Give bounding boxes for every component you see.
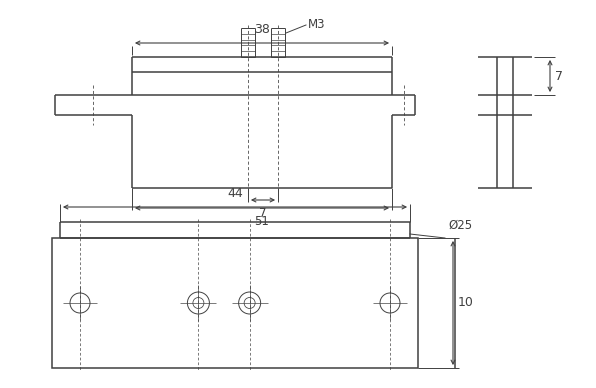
Bar	[52, 238, 418, 368]
Text: 7: 7	[259, 207, 267, 220]
Text: 51: 51	[254, 215, 269, 228]
Text: Ø25: Ø25	[448, 219, 472, 232]
Text: M3: M3	[308, 19, 325, 31]
Text: 10: 10	[458, 296, 474, 310]
Text: 38: 38	[254, 23, 270, 36]
Text: 7: 7	[555, 69, 563, 83]
Text: 44: 44	[227, 187, 243, 200]
